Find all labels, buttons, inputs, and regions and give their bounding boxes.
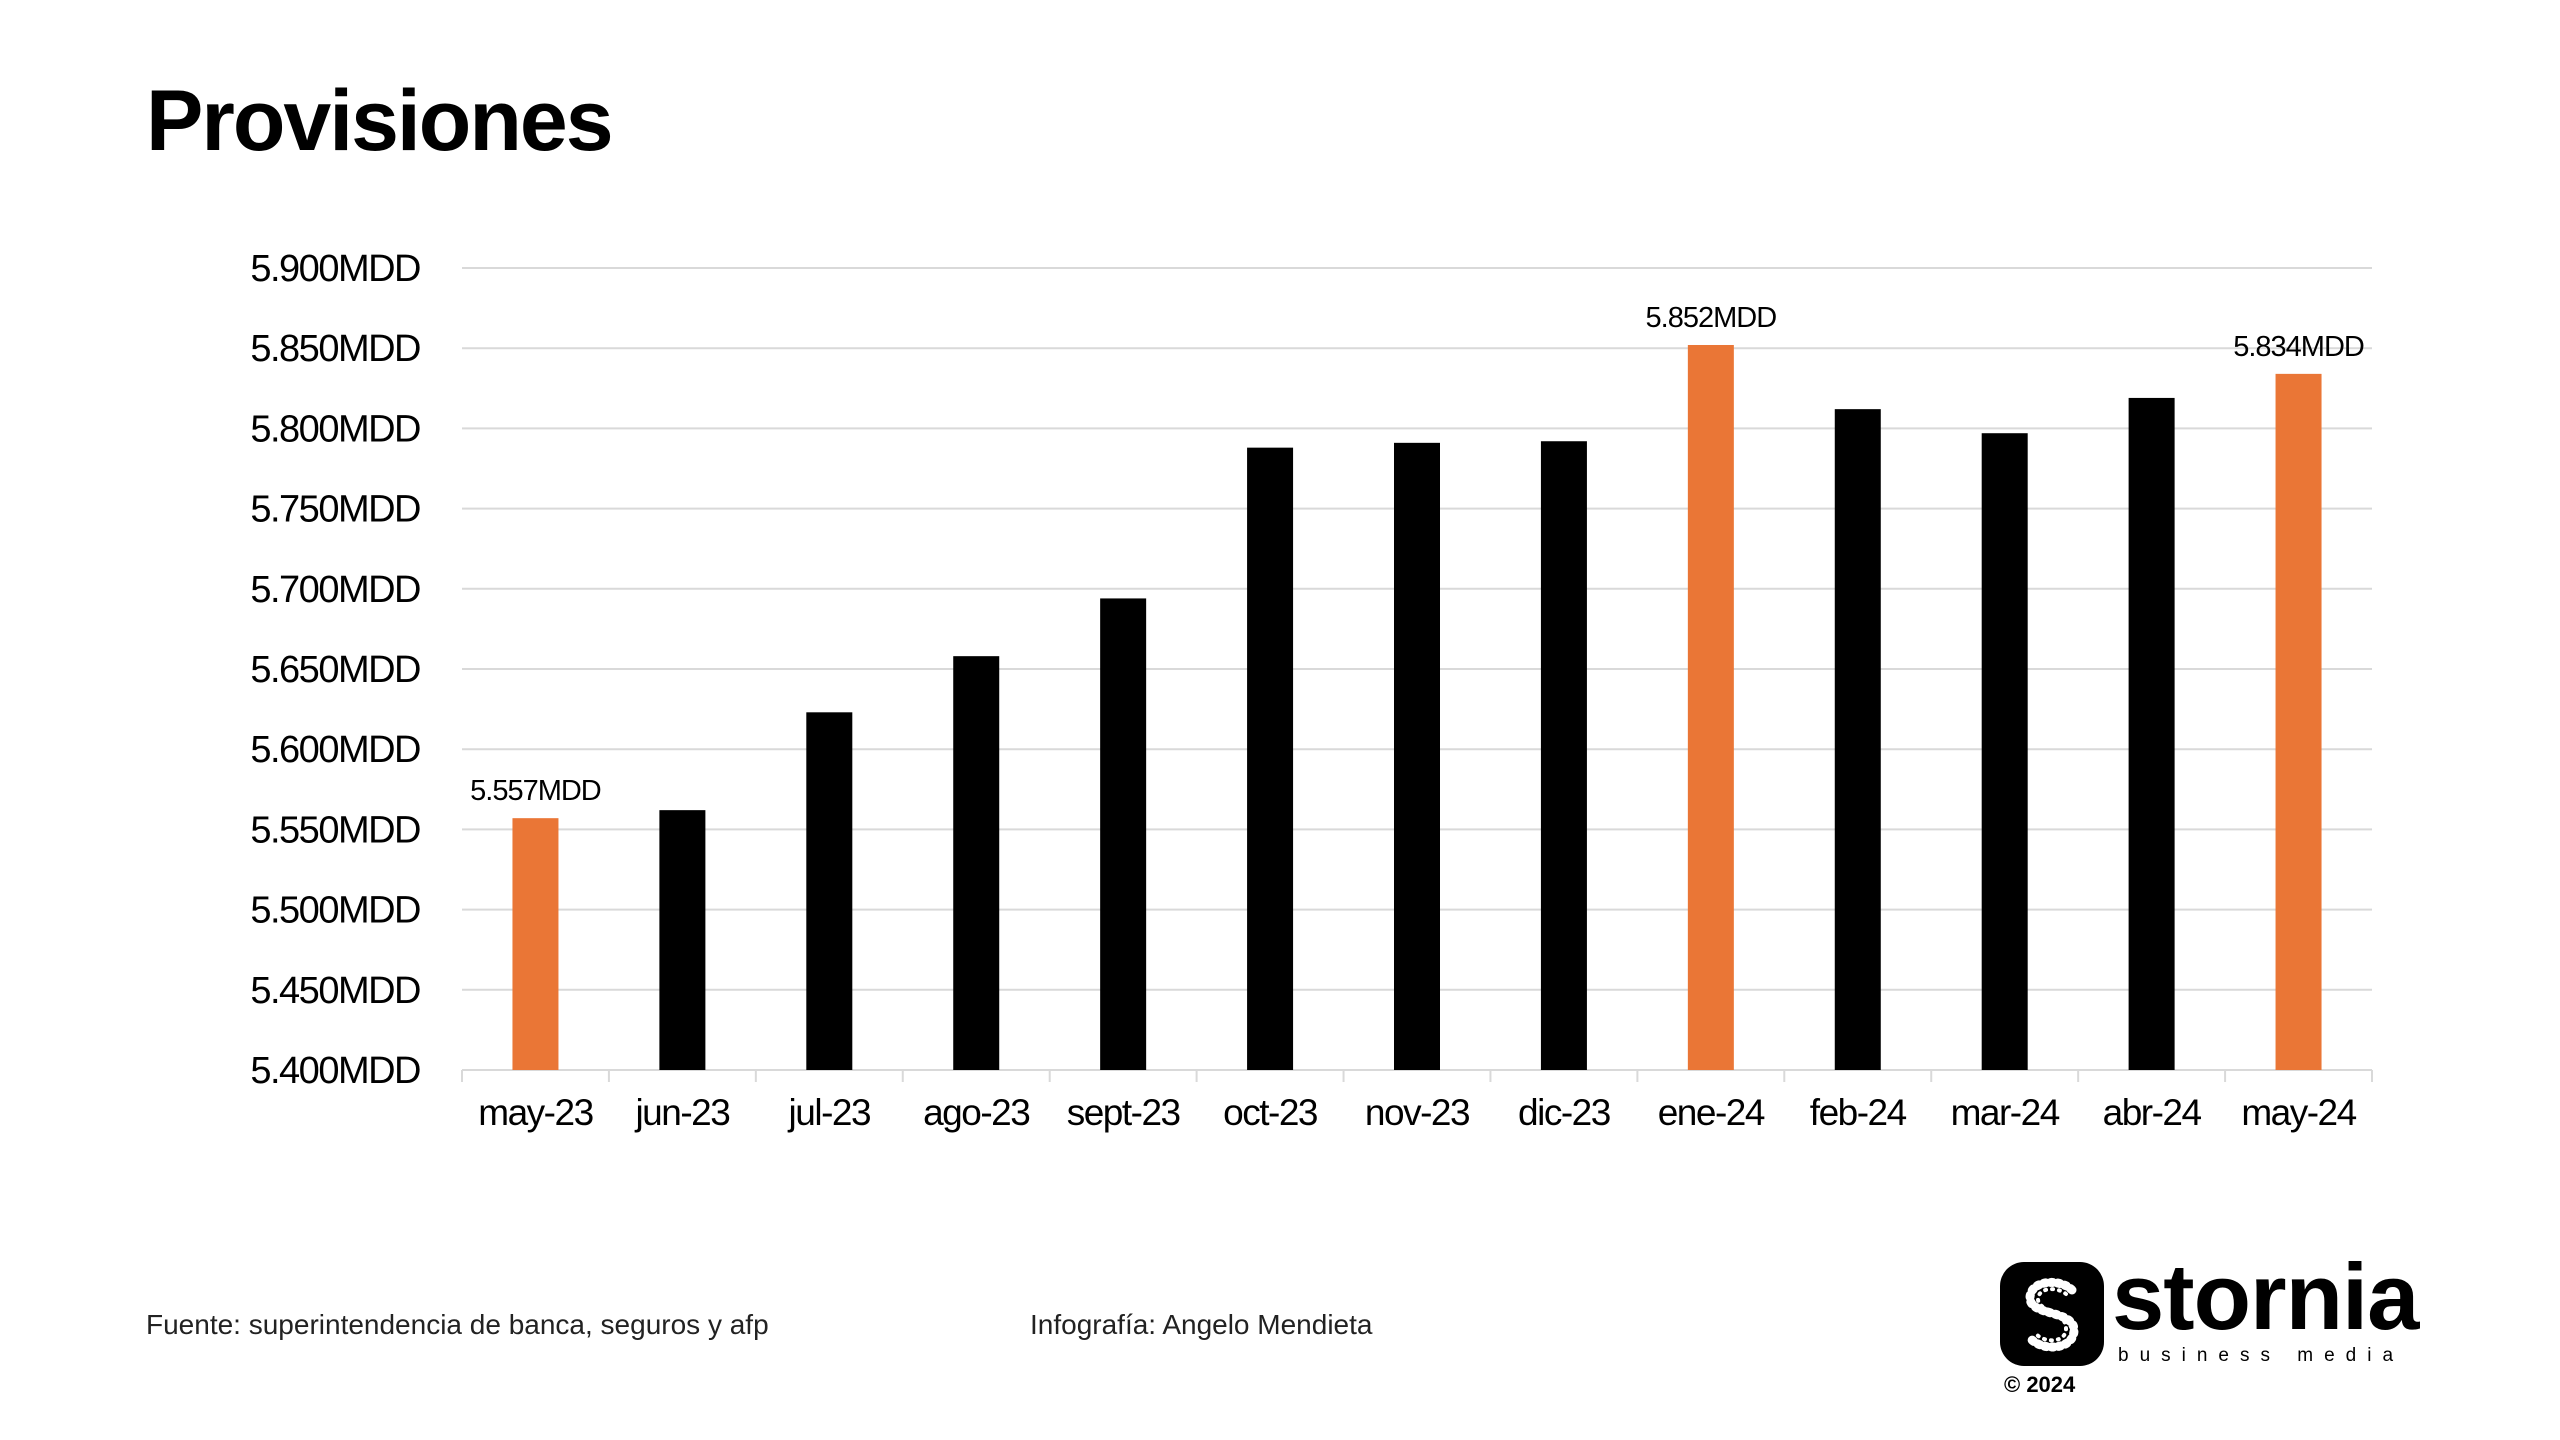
x-tick-label: abr-24 (2103, 1092, 2202, 1133)
logo-name: stornia (2112, 1244, 2419, 1349)
y-tick-label: 5.500MDD (250, 890, 420, 932)
y-tick-label: 5.900MDD (250, 248, 420, 290)
credit-note: Infografía: Angelo Mendieta (1030, 1309, 1373, 1340)
data-label: 5.557MDD (470, 775, 601, 807)
bar (1540, 441, 1587, 1070)
x-tick-label: oct-23 (1223, 1092, 1317, 1133)
bar (1247, 447, 1294, 1070)
y-tick-label: 5.400MDD (250, 1050, 420, 1092)
x-tick-label: nov-23 (1365, 1092, 1469, 1133)
data-label: 5.834MDD (2233, 331, 2364, 363)
y-tick-label: 5.750MDD (250, 489, 420, 531)
highlighted-bar (2275, 373, 2322, 1070)
page-title: Provisiones (146, 73, 614, 169)
bar (1834, 409, 1881, 1071)
stornia-s-mark-icon (2000, 1262, 2104, 1366)
x-tick-label: dic-23 (1518, 1092, 1610, 1133)
bar (1981, 433, 2028, 1070)
x-tick-label: jun-23 (634, 1092, 729, 1133)
y-tick-label: 5.550MDD (250, 809, 420, 851)
x-tick-label: sept-23 (1067, 1092, 1180, 1133)
x-tick-label: mar-24 (1951, 1092, 2060, 1133)
highlighted-bar (1687, 344, 1734, 1070)
y-tick-label: 5.700MDD (250, 569, 420, 611)
stornia-logo: stornia business media © 2024 (2000, 1250, 2440, 1402)
bar (1100, 598, 1147, 1070)
x-tick-label: ene-24 (1658, 1092, 1765, 1133)
x-tick-label: may-23 (478, 1092, 592, 1133)
x-tick-label: feb-24 (1810, 1092, 1907, 1133)
y-tick-label: 5.450MDD (250, 970, 420, 1012)
y-tick-label: 5.800MDD (250, 408, 420, 450)
bar (2128, 397, 2175, 1070)
logo-tagline: business media (2118, 1345, 2405, 1366)
y-tick-label: 5.600MDD (250, 729, 420, 771)
x-tick-label: may-24 (2241, 1092, 2356, 1133)
bar (953, 656, 1000, 1070)
copyright: © 2024 (2004, 1372, 2076, 1397)
bar (659, 810, 706, 1070)
bar (1394, 442, 1440, 1070)
bar (806, 712, 853, 1070)
data-label: 5.852MDD (1646, 302, 1777, 334)
y-tick-label: 5.650MDD (250, 649, 420, 691)
x-tick-label: jul-23 (788, 1092, 871, 1133)
y-tick-label: 5.850MDD (250, 328, 420, 370)
source-note: Fuente: superintendencia de banca, segur… (146, 1309, 769, 1340)
x-tick-label: ago-23 (923, 1092, 1029, 1133)
highlighted-bar (512, 818, 559, 1070)
